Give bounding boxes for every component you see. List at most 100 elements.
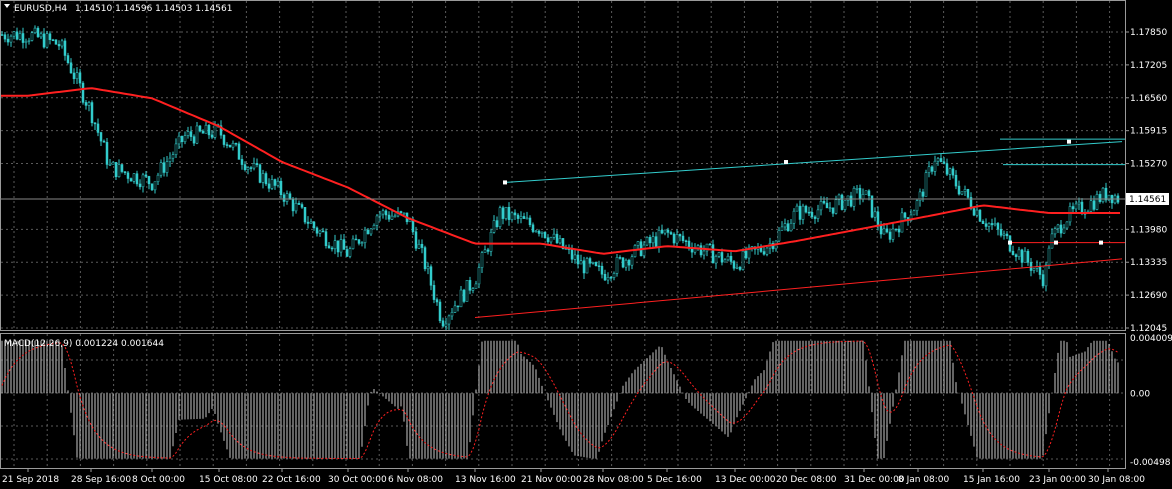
candle-body bbox=[597, 265, 601, 267]
candle-body bbox=[531, 224, 535, 232]
candle-body bbox=[432, 285, 436, 300]
trendline-anchor[interactable] bbox=[1067, 139, 1071, 144]
candle-body bbox=[996, 223, 1000, 230]
candle-body bbox=[1047, 247, 1051, 266]
level-anchor[interactable] bbox=[1099, 240, 1103, 245]
candle-body bbox=[48, 33, 52, 40]
candle-body bbox=[708, 243, 712, 246]
candle-body bbox=[276, 180, 280, 186]
candle-body bbox=[267, 183, 271, 189]
candle-body bbox=[990, 223, 994, 226]
current-price-box bbox=[1126, 193, 1169, 205]
candle-body bbox=[879, 225, 883, 235]
candle-body bbox=[360, 242, 364, 244]
candle-body bbox=[1080, 201, 1084, 214]
candle-body bbox=[504, 206, 508, 219]
candle-body bbox=[507, 206, 511, 220]
candle-body bbox=[456, 305, 460, 308]
candle-body bbox=[1032, 268, 1036, 271]
candle-body bbox=[978, 209, 982, 222]
candle-body bbox=[834, 199, 838, 214]
candle-body bbox=[126, 172, 130, 179]
level-anchor[interactable] bbox=[1054, 240, 1058, 245]
candle-body bbox=[342, 239, 346, 250]
candle-body bbox=[429, 266, 433, 286]
candle-body bbox=[417, 243, 421, 249]
candle-body bbox=[489, 232, 493, 252]
candle-body bbox=[315, 227, 319, 234]
candle-body bbox=[666, 229, 670, 233]
candle-body bbox=[9, 35, 13, 43]
candle-body bbox=[453, 305, 457, 313]
candle-body bbox=[174, 143, 178, 155]
price-panel-frame bbox=[0, 0, 1126, 331]
time-label: 8 Jan 08:00 bbox=[898, 475, 950, 485]
candle-body bbox=[681, 235, 685, 241]
price-tick-label: 1.17205 bbox=[1130, 61, 1167, 71]
candle-body bbox=[732, 261, 736, 269]
trendline-lower[interactable] bbox=[474, 258, 1123, 319]
candle-body bbox=[69, 62, 73, 74]
candle-body bbox=[744, 250, 748, 259]
candle-body bbox=[426, 266, 430, 270]
candle-body bbox=[225, 144, 229, 146]
candle-body bbox=[699, 245, 703, 256]
candle-body bbox=[177, 135, 181, 145]
time-label: 22 Oct 16:00 bbox=[262, 475, 321, 485]
candle-body bbox=[936, 158, 940, 162]
candle-body bbox=[309, 221, 313, 224]
candle-body bbox=[102, 140, 106, 143]
candle-body bbox=[984, 223, 988, 227]
candle-body bbox=[147, 176, 151, 185]
candle-body bbox=[588, 258, 592, 264]
macd-histogram bbox=[1, 340, 1119, 459]
candle-body bbox=[807, 211, 811, 214]
candle-body bbox=[18, 33, 22, 40]
candle-body bbox=[909, 214, 913, 221]
candle-body bbox=[897, 228, 901, 233]
trendline-upper[interactable] bbox=[504, 141, 1123, 183]
candle-body bbox=[552, 233, 556, 238]
candle-body bbox=[561, 238, 565, 250]
candle-body bbox=[864, 190, 868, 195]
candle-body bbox=[945, 163, 949, 175]
candle-body bbox=[1071, 206, 1075, 210]
level-anchor[interactable] bbox=[1008, 240, 1012, 245]
candle-body bbox=[39, 33, 43, 38]
triangle-down-icon[interactable] bbox=[4, 4, 10, 8]
candle-body bbox=[3, 34, 7, 40]
candle-body bbox=[36, 27, 40, 38]
candle-body bbox=[1077, 201, 1081, 205]
candle-body bbox=[201, 130, 205, 134]
candle-body bbox=[729, 255, 733, 262]
candle-body bbox=[492, 220, 496, 233]
trendlines[interactable] bbox=[474, 139, 1123, 319]
candle-body bbox=[207, 124, 211, 136]
candle-body bbox=[51, 39, 55, 41]
candle-body bbox=[549, 237, 553, 243]
candle-body bbox=[618, 257, 622, 259]
candle-body bbox=[258, 164, 262, 183]
candle-body bbox=[570, 248, 574, 260]
candle-body bbox=[600, 266, 604, 275]
candle-body bbox=[1017, 249, 1021, 257]
candle-body bbox=[951, 168, 955, 176]
candle-body bbox=[75, 72, 79, 80]
candle-body bbox=[1107, 194, 1111, 201]
candle-body bbox=[711, 244, 715, 264]
price-tick-label: 1.15915 bbox=[1130, 127, 1167, 137]
candle-body bbox=[882, 228, 886, 235]
candle-body bbox=[45, 33, 49, 48]
candle-body bbox=[516, 214, 520, 219]
candle-body bbox=[804, 205, 808, 213]
trendline-anchor[interactable] bbox=[503, 180, 507, 185]
macd-signal-line bbox=[1, 340, 1119, 459]
candle-body bbox=[1053, 228, 1057, 235]
trendline-anchor[interactable] bbox=[784, 160, 788, 165]
candle-body bbox=[486, 249, 490, 252]
horizontal-levels[interactable] bbox=[1000, 138, 1125, 245]
candle-body bbox=[282, 194, 286, 202]
time-label: 21 Sep 2018 bbox=[2, 475, 59, 485]
candle-body bbox=[168, 157, 172, 162]
